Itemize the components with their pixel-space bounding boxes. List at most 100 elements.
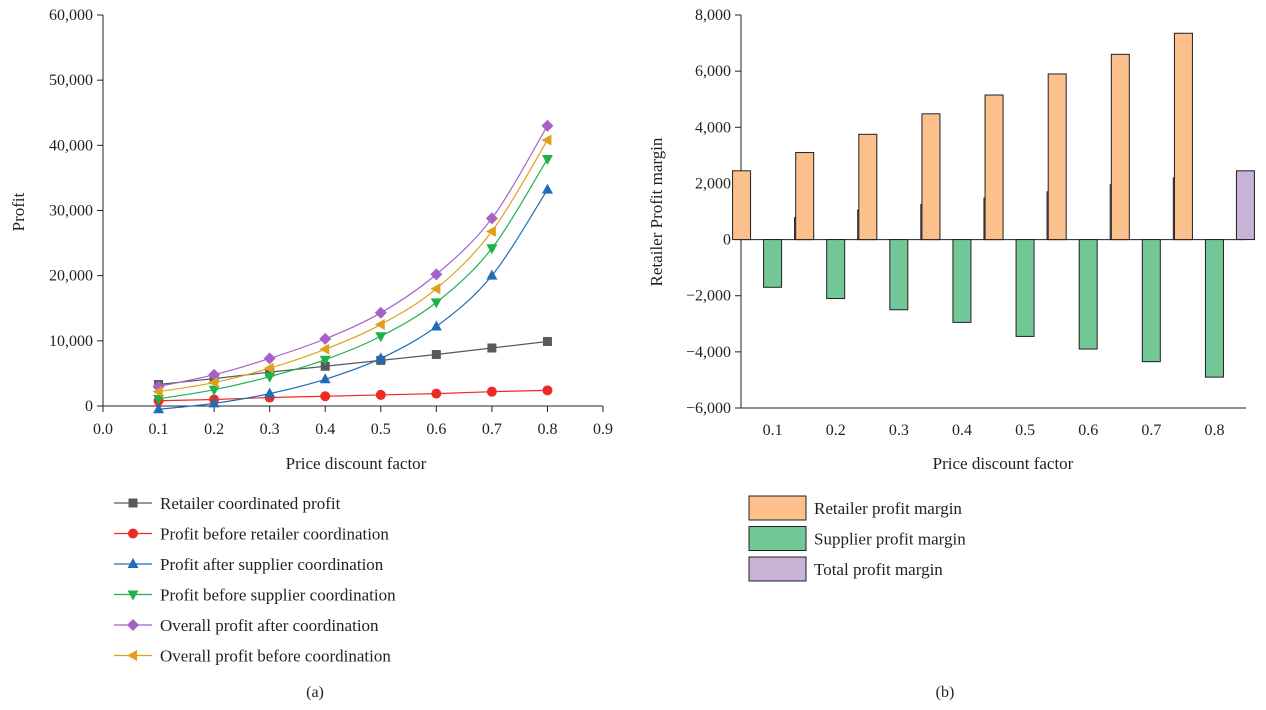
chart-a-series-6: [152, 134, 552, 398]
chart-a-data-point: [487, 343, 497, 353]
chart-a-data-point: [541, 119, 554, 132]
chart-b-legend-swatch: [748, 526, 807, 551]
chart-b: −6,000 −4,000 −2,000 0 2,000 4,000 6,000 8,000 0…: [647, 7, 1255, 701]
chart-b-legend-item: Total profit margin: [748, 556, 943, 582]
chart-b-bar-3: [1235, 170, 1255, 241]
chart-b-bar-1: [732, 170, 752, 241]
chart-a-legend-marker: [127, 590, 139, 601]
chart-a-data-point: [319, 355, 331, 366]
chart-a-legend-marker: [128, 498, 138, 508]
chart-b-legend-label: Total profit margin: [814, 560, 943, 579]
chart-a-x-tick-label: 0.0: [93, 421, 113, 438]
chart-a-y-tick-label: 60,000: [49, 7, 93, 24]
chart-b-legend-swatch: [748, 556, 807, 582]
chart-a-y-tick-label: 40,000: [49, 137, 93, 154]
chart-a-legend-label: Overall profit after coordination: [160, 616, 379, 635]
chart-b-bar-1: [1110, 53, 1130, 241]
chart-a-data-point: [541, 183, 553, 194]
chart-b-legend-item: Retailer profit margin: [748, 495, 962, 521]
chart-a-data-point: [485, 225, 496, 237]
chart-a-data-point: [263, 362, 274, 374]
chart-b-y-tick-label: −6,000: [686, 400, 731, 417]
chart-a-y-tick-label: 10,000: [49, 333, 93, 350]
chart-a-series: [152, 119, 554, 414]
chart-b-y-axis-label: Retailer Profit margin: [647, 137, 666, 286]
chart-a-data-point: [486, 269, 498, 280]
chart-a-legend-item: Overall profit before coordination: [114, 647, 391, 666]
chart-a-data-point: [208, 397, 220, 408]
chart-b-y-tick-label: 4,000: [695, 119, 731, 136]
chart-b-bar-2: [826, 239, 846, 300]
chart-a-data-point: [542, 385, 553, 396]
chart-a-series-line: [158, 139, 548, 393]
chart-a-data-point: [320, 361, 330, 371]
chart-a-data-point: [430, 268, 443, 281]
chart-a-data-point: [208, 385, 220, 396]
chart-b-y-tick-label: 0: [723, 232, 731, 249]
chart-b-bar-2: [1204, 239, 1224, 378]
chart-a-data-point: [430, 320, 442, 331]
chart-a-x-tick-label: 0.7: [482, 421, 502, 438]
chart-b-x-tick-label: 0.7: [1141, 422, 1161, 439]
chart-b-bar-2: [1078, 239, 1098, 350]
chart-a-y-axis-label: Profit: [9, 192, 28, 231]
chart-b-x-tick-label: 0.4: [952, 422, 972, 439]
chart-a-x-tick-label: 0.5: [371, 421, 391, 438]
chart-a-y-tick-label: 20,000: [49, 268, 93, 285]
chart-a-data-point: [152, 386, 163, 398]
chart-a-legend-marker: [127, 558, 139, 568]
chart-a-data-point: [319, 332, 332, 345]
chart-b-panel-label: (b): [936, 684, 955, 701]
chart-b-axes: −6,000 −4,000 −2,000 0 2,000 4,000 6,000 8,000 0…: [686, 7, 1246, 439]
chart-b-x-tick-label: 0.6: [1078, 422, 1098, 439]
chart-a-legend-marker: [127, 619, 139, 631]
chart-b-bar-2: [952, 239, 972, 323]
chart-a-x-axis-label: Price discount factor: [286, 454, 427, 473]
chart-a-data-point: [541, 134, 552, 146]
chart-b-bar-2: [889, 239, 909, 311]
chart-b-y-tick-label: 6,000: [695, 63, 731, 80]
chart-b-bar-2: [763, 239, 783, 288]
chart-a-data-point: [374, 306, 387, 319]
chart-a-x-tick-label: 0.9: [593, 421, 613, 438]
chart-b-x-tick-label: 0.5: [1015, 422, 1035, 439]
chart-b-bar-1: [1047, 73, 1067, 241]
chart-a-y-tick-label: 50,000: [49, 72, 93, 89]
chart-a-data-point: [375, 332, 387, 343]
chart-a-data-point: [374, 319, 385, 331]
chart-a-legend-item: Profit after supplier coordination: [114, 555, 384, 574]
chart-a-data-point: [153, 403, 165, 414]
chart-b-bar-1: [1173, 32, 1193, 241]
chart-b-legend-item: Supplier profit margin: [748, 526, 966, 551]
chart-a-data-point: [375, 352, 387, 363]
chart-a-legend-item: Profit before retailer coordination: [114, 525, 389, 544]
chart-a-legend-item: Overall profit after coordination: [114, 616, 379, 635]
chart-a-x-tick-label: 0.2: [204, 421, 224, 438]
chart-b-y-tick-label: −2,000: [686, 288, 731, 305]
chart-a-x-tick-label: 0.3: [260, 421, 280, 438]
chart-b-legend-label: Retailer profit margin: [814, 499, 962, 518]
chart-a-legend-label: Profit before supplier coordination: [160, 586, 396, 605]
chart-b-legend-swatch: [748, 495, 807, 521]
chart-a-data-point: [430, 283, 441, 295]
chart-b-bar-2: [1141, 239, 1161, 363]
chart-a-data-point: [265, 367, 275, 377]
chart-b-bars: [732, 32, 1255, 378]
chart-a-x-tick-label: 0.1: [149, 421, 169, 438]
chart-a-data-point: [263, 352, 276, 365]
chart-a-data-point: [264, 387, 276, 398]
chart-b-bar-1: [795, 152, 815, 241]
chart-a-data-point: [153, 394, 165, 405]
chart-a-legend-item: Retailer coordinated profit: [114, 494, 341, 513]
chart-b-bar-1: [984, 94, 1004, 241]
chart-b-x-tick-label: 0.1: [763, 422, 783, 439]
chart-b-bar-1: [921, 113, 941, 241]
chart-a-legend-marker: [127, 650, 137, 661]
chart-b-legend-label: Supplier profit margin: [814, 530, 966, 549]
chart-a-series-3: [153, 183, 553, 414]
chart-a-data-point: [319, 343, 330, 355]
chart-b-y-tick-label: 2,000: [695, 175, 731, 192]
chart-a-series-4: [153, 155, 553, 405]
chart-a-data-point: [431, 350, 441, 360]
